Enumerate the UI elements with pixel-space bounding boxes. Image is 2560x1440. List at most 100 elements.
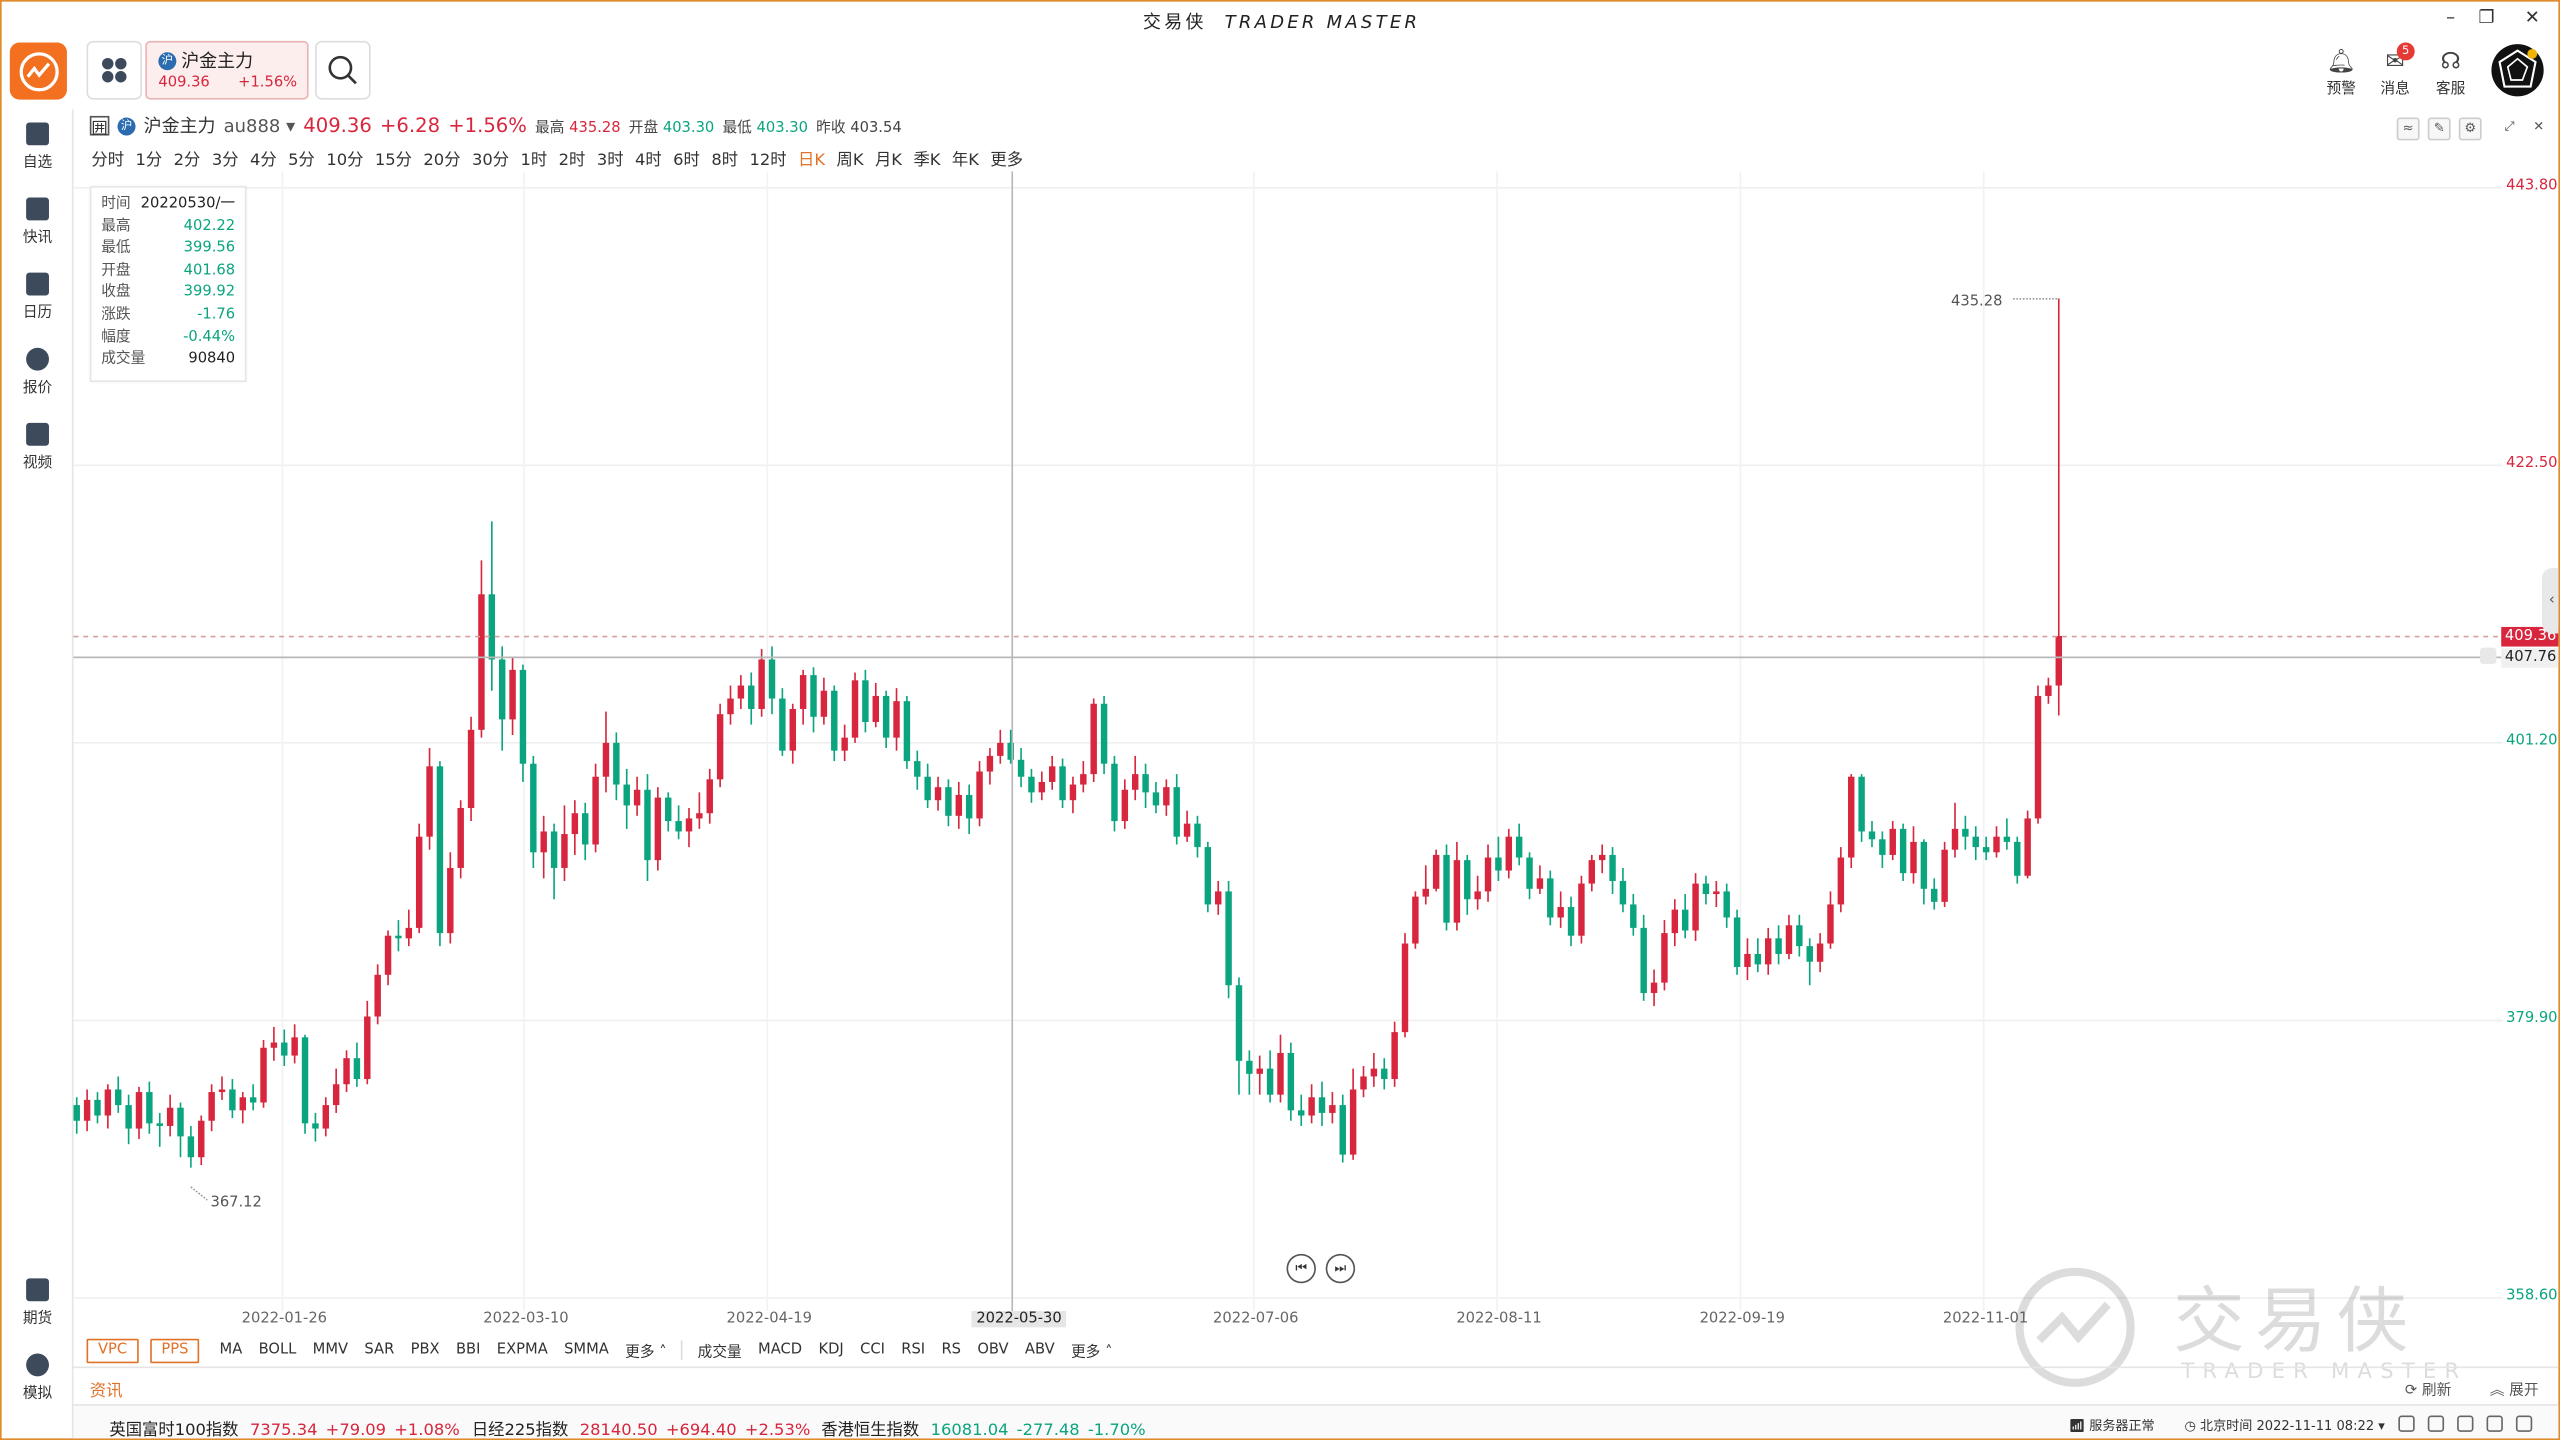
candle-body [1391, 1032, 1398, 1080]
avatar[interactable] [2491, 44, 2544, 97]
sub-indicator-more[interactable]: 更多 ˄ [1070, 1344, 1113, 1361]
candle-body [530, 763, 537, 853]
tab-period[interactable]: 季K [913, 151, 941, 170]
symbol-code-dropdown[interactable]: au888 ▾ [223, 115, 296, 137]
candle-body [831, 690, 838, 751]
candle-body [1993, 836, 2000, 853]
tab-period[interactable]: 年K [951, 151, 979, 170]
ticker-pct: +1.08% [394, 1422, 460, 1440]
settings-tool-icon[interactable]: ⚙ [2458, 117, 2482, 141]
overlay-pps-button[interactable]: PPS [149, 1337, 200, 1363]
info-value: 90840 [188, 351, 236, 368]
apps-button[interactable] [86, 40, 143, 100]
tab-period[interactable]: 3分 [211, 151, 239, 170]
indicator-ma[interactable]: MA [219, 1342, 243, 1359]
tab-period[interactable]: 周K [836, 151, 864, 170]
sidebar-item-quotes[interactable]: 报价 [2, 347, 74, 397]
status-icon-2[interactable] [2427, 1415, 2445, 1432]
status-icon-3[interactable] [2457, 1415, 2474, 1432]
minimize-icon[interactable]: – [2446, 6, 2456, 28]
clock-status[interactable]: ◷ 北京时间 2022-11-11 08:22 ▾ [2184, 1418, 2385, 1434]
expand-icon[interactable]: ⤢ [2504, 119, 2515, 134]
tab-period[interactable]: 分时 [91, 151, 125, 170]
candle-body [125, 1105, 132, 1129]
draw-tool-icon[interactable]: ✎ [2427, 117, 2451, 141]
tab-period[interactable]: 2时 [558, 151, 586, 170]
sub-indicator-2[interactable]: KDJ [818, 1342, 844, 1359]
indicator-bbi[interactable]: BBI [455, 1342, 481, 1359]
tab-period[interactable]: 4分 [249, 151, 277, 170]
candlestick-chart[interactable]: 435.28 367.12 [73, 171, 2503, 1312]
indicator-sar[interactable]: SAR [364, 1342, 395, 1359]
candle-body [1951, 828, 1959, 850]
candle-body [602, 742, 610, 777]
sidebar-item-flash-news[interactable]: 快讯 [2, 197, 74, 247]
close-window-icon[interactable]: ✕ [2524, 6, 2540, 28]
app-logo[interactable] [9, 42, 67, 100]
side-panel-toggle[interactable]: ‹ [2542, 568, 2559, 634]
indicator-mmv[interactable]: MMV [312, 1342, 349, 1359]
prev-page-icon[interactable]: ⏮ [1286, 1253, 1316, 1284]
main-indicator-more[interactable]: 更多 ˄ [625, 1344, 667, 1361]
overlay-vpc-button[interactable]: VPC [86, 1337, 139, 1363]
status-icon-4[interactable] [2486, 1415, 2503, 1432]
sidebar-item-calendar[interactable]: 日历 [2, 272, 74, 322]
tab-period[interactable]: 20分 [423, 151, 461, 170]
alert-button[interactable]: 🔔︎ 预警 [2317, 47, 2366, 98]
tab-period[interactable]: 1时 [520, 151, 548, 170]
ticker-item[interactable]: 香港恒生指数 16081.04 -277.48 -1.70% [821, 1416, 1154, 1438]
candle-body [2024, 818, 2031, 876]
tab-period[interactable]: 更多 [990, 151, 1024, 170]
close-chart-icon[interactable]: ✕ [2533, 119, 2545, 134]
tab-period[interactable]: 10分 [326, 151, 364, 170]
ticker-bar: 📶︎ 服务器正常 ◷ 北京时间 2022-11-11 08:22 ▾ 英国富时1… [73, 1404, 2559, 1440]
news-tab[interactable]: 资讯 [89, 1382, 123, 1401]
search-button[interactable] [315, 40, 371, 100]
tab-period[interactable]: 15分 [374, 151, 412, 170]
sub-indicator-7[interactable]: ABV [1024, 1342, 1055, 1359]
messages-button[interactable]: ✉ 5 消息 [2371, 42, 2420, 98]
sidebar-item-simulation[interactable]: 模拟 [2, 1353, 74, 1402]
tab-period[interactable]: 月K [874, 151, 903, 170]
candle-body [208, 1092, 215, 1121]
symbol-tag[interactable]: 囲 [89, 115, 110, 138]
quote-tab-au888[interactable]: 沪 沪金主力 409.36 +1.56% [145, 40, 309, 100]
indicator-smma[interactable]: SMMA [564, 1342, 609, 1359]
sidebar-item-video[interactable]: 视频 [2, 422, 74, 472]
support-button[interactable]: ☊ 客服 [2426, 47, 2475, 98]
tab-period[interactable]: 4时 [634, 151, 662, 170]
next-page-icon[interactable]: ⏭ [1325, 1253, 1356, 1284]
indicator-pbx[interactable]: PBX [410, 1342, 440, 1359]
expand-news-button[interactable]: ︽ 展开 [2489, 1382, 2539, 1400]
restore-icon[interactable]: ❐ [2478, 6, 2495, 28]
tab-period[interactable]: 12时 [749, 151, 787, 170]
refresh-button[interactable]: ⟳ 刷新 [2404, 1382, 2452, 1400]
indicator-tool-icon[interactable]: ≈ [2396, 117, 2420, 141]
sub-indicator-3[interactable]: CCI [860, 1342, 885, 1359]
info-value: 401.68 [183, 262, 236, 279]
tab-period[interactable]: 3时 [596, 151, 624, 170]
price-change-pct: +1.56% [448, 114, 527, 138]
ticker-item[interactable]: 英国富时100指数 7375.34 +79.09 +1.08% [109, 1416, 468, 1440]
status-icon-5[interactable] [2515, 1415, 2533, 1432]
candle-body [1131, 774, 1139, 790]
candle-body [903, 701, 911, 762]
ticker-item[interactable]: 日经225指数 28140.50 +694.40 +2.53% [472, 1416, 819, 1438]
status-icon-1[interactable] [2398, 1415, 2415, 1432]
sub-indicator-6[interactable]: OBV [977, 1342, 1009, 1359]
tab-period[interactable]: 1分 [135, 151, 163, 170]
sub-indicator-4[interactable]: RSI [901, 1342, 926, 1359]
indicator-expma[interactable]: EXPMA [496, 1342, 548, 1359]
tab-period[interactable]: 30分 [471, 151, 510, 170]
sidebar-item-futures[interactable]: 期货 [2, 1278, 74, 1327]
sub-indicator-0[interactable]: 成交量 [697, 1344, 742, 1361]
sub-indicator-5[interactable]: RS [941, 1342, 962, 1359]
indicator-boll[interactable]: BOLL [258, 1342, 297, 1359]
tab-period[interactable]: 6时 [673, 151, 700, 170]
tab-period[interactable]: 5分 [288, 151, 315, 170]
tab-period[interactable]: 2分 [173, 151, 201, 170]
tab-period[interactable]: 8时 [711, 151, 739, 170]
sub-indicator-1[interactable]: MACD [758, 1342, 803, 1359]
tab-period[interactable]: 日K [798, 151, 826, 170]
sidebar-item-watchlist[interactable]: 自选 [2, 122, 74, 171]
